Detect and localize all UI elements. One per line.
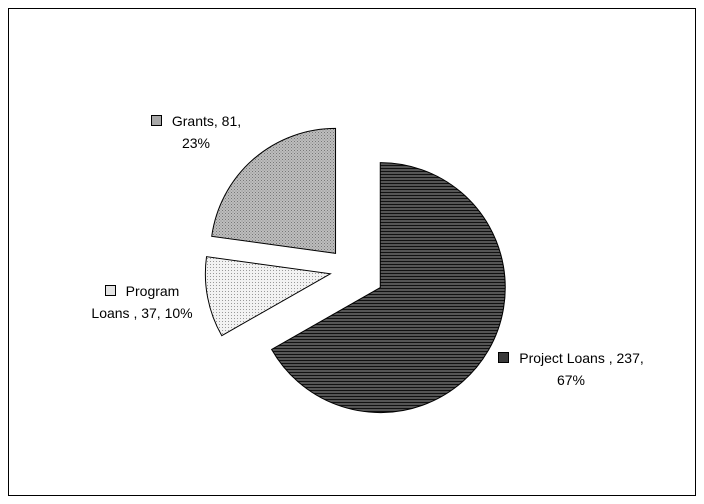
label-text: Program Loans , 37, 10% — [91, 283, 193, 321]
legend-key — [150, 115, 162, 126]
label-text: Grants, 81, 23% — [171, 113, 242, 151]
pie-slice — [270, 162, 506, 414]
slice-label: Grants, 81, 23% — [136, 110, 256, 154]
legend-key — [498, 352, 510, 363]
chart-border — [8, 8, 696, 496]
slice-label: Project Loans , 237, 67% — [496, 347, 646, 391]
slice-label: Program Loans , 37, 10% — [86, 280, 198, 324]
legend-key — [104, 285, 116, 296]
pie-slice — [211, 127, 337, 254]
label-text: Project Loans , 237, 67% — [519, 350, 644, 388]
pie-slice — [204, 256, 332, 337]
